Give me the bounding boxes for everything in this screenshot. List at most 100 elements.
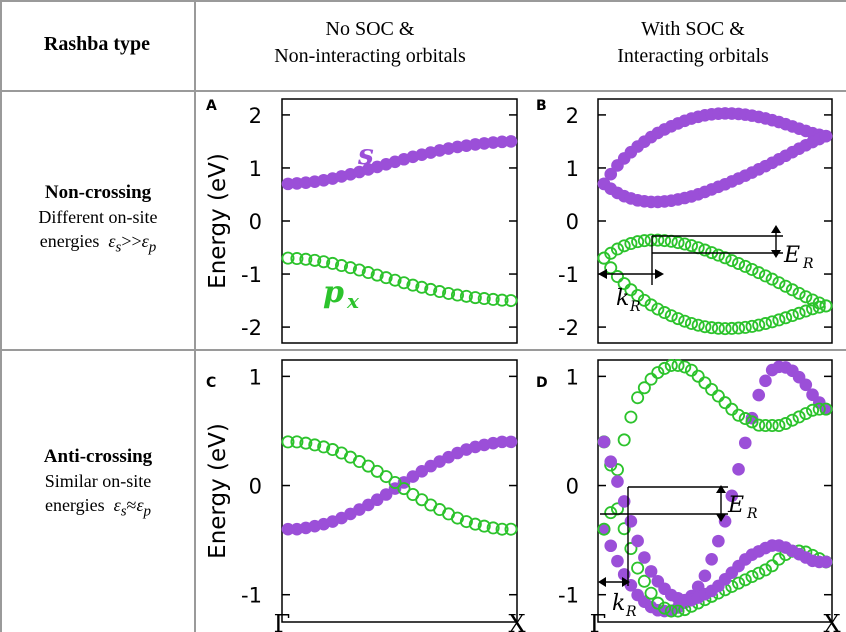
data-point-p bbox=[819, 299, 833, 313]
data-point-s bbox=[738, 436, 752, 450]
data-point-p bbox=[691, 369, 705, 383]
y-tick-label: -1 bbox=[241, 263, 262, 287]
data-point-p bbox=[281, 435, 295, 449]
data-point-p bbox=[450, 288, 464, 302]
data-point-p bbox=[610, 242, 624, 256]
eps-sub-s: s bbox=[115, 239, 122, 256]
row-desc-non-crossing: Different on-site bbox=[38, 207, 158, 227]
data-point-p bbox=[637, 234, 651, 248]
data-point-p bbox=[711, 248, 725, 262]
table-border-left bbox=[0, 0, 2, 632]
data-point-p bbox=[799, 290, 813, 304]
data-point-s bbox=[379, 488, 393, 501]
data-point-p bbox=[698, 376, 712, 390]
data-point-p bbox=[718, 322, 732, 336]
data-point-p bbox=[752, 418, 766, 432]
header-with-soc-line1: With SOC & bbox=[641, 18, 745, 40]
data-point-p bbox=[698, 320, 712, 334]
data-point-p bbox=[610, 463, 624, 477]
data-point-p bbox=[725, 402, 739, 416]
data-point-p bbox=[732, 256, 746, 270]
data-point-p bbox=[477, 292, 491, 306]
data-point-p bbox=[637, 381, 651, 395]
data-point-p bbox=[651, 302, 665, 316]
data-point-s bbox=[504, 135, 518, 148]
row-energies-non-crossing: energies εs>>εp bbox=[4, 229, 192, 260]
data-point-p bbox=[352, 263, 366, 277]
data-point-p bbox=[725, 321, 739, 335]
data-point-p bbox=[738, 412, 752, 426]
data-point-s bbox=[819, 129, 833, 143]
data-point-p bbox=[631, 391, 645, 405]
annotation-kr-subscript: R bbox=[629, 299, 641, 315]
y-tick-label: -2 bbox=[241, 316, 262, 340]
data-point-p bbox=[732, 321, 746, 335]
data-point-s bbox=[631, 534, 644, 548]
data-point-p bbox=[765, 418, 779, 432]
data-point-p bbox=[317, 440, 331, 454]
annotation-kr-label: k bbox=[612, 591, 625, 616]
er-arrow-head bbox=[716, 485, 726, 493]
annotation-er-subscript: R bbox=[802, 256, 814, 272]
data-point-p bbox=[597, 522, 611, 536]
data-point-s bbox=[732, 463, 745, 476]
data-point-p bbox=[779, 311, 793, 325]
panel-letter-B: B bbox=[536, 98, 547, 114]
x-tick-label-gamma: Γ bbox=[274, 610, 291, 632]
annotation-er-subscript: R bbox=[746, 506, 758, 522]
eps-sub-p: p bbox=[143, 503, 152, 520]
data-point-p bbox=[477, 519, 491, 533]
x-tick-label-x: X bbox=[508, 610, 525, 632]
data-point-p bbox=[684, 316, 698, 330]
data-point-p bbox=[745, 319, 759, 333]
data-point-p bbox=[343, 261, 357, 275]
y-tick-label: 1 bbox=[249, 157, 262, 181]
data-point-p bbox=[684, 239, 698, 253]
data-point-p bbox=[785, 283, 799, 297]
row-energies-label: energies bbox=[39, 231, 100, 251]
data-point-p bbox=[617, 239, 631, 253]
data-point-p bbox=[745, 415, 759, 429]
data-point-p bbox=[718, 396, 732, 410]
data-point-s bbox=[799, 378, 813, 392]
data-point-s bbox=[725, 489, 739, 503]
data-point-p bbox=[792, 306, 806, 320]
y-tick-label: -1 bbox=[558, 263, 579, 287]
data-point-p bbox=[772, 313, 786, 327]
kr-arrow-head bbox=[598, 577, 606, 587]
header-with-soc: With SOC & Interacting orbitals bbox=[540, 16, 846, 70]
data-point-p bbox=[758, 563, 772, 577]
row-energies-label: energies bbox=[44, 495, 105, 515]
data-point-p bbox=[664, 358, 678, 372]
data-point-s bbox=[504, 435, 518, 449]
data-point-p bbox=[468, 291, 482, 305]
data-point-p bbox=[691, 318, 705, 332]
data-point-p bbox=[752, 266, 766, 280]
y-tick-label: 2 bbox=[249, 104, 262, 128]
data-point-p bbox=[698, 243, 712, 257]
data-point-p bbox=[361, 266, 375, 280]
data-point-p bbox=[504, 294, 518, 308]
data-point-p bbox=[779, 279, 793, 293]
data-point-p bbox=[758, 269, 772, 283]
data-point-p bbox=[495, 293, 509, 307]
data-point-p bbox=[772, 276, 786, 290]
kr-arrow-head bbox=[598, 269, 607, 279]
data-point-p bbox=[299, 436, 313, 450]
data-point-p bbox=[758, 317, 772, 331]
data-point-p bbox=[671, 604, 685, 618]
data-point-p bbox=[772, 418, 786, 432]
data-point-p bbox=[765, 559, 779, 573]
data-point-p bbox=[637, 293, 651, 307]
annotation-kr-subscript: R bbox=[625, 604, 637, 620]
data-point-p bbox=[664, 309, 678, 323]
data-point-s bbox=[819, 555, 833, 569]
annotation-px-label: p bbox=[323, 275, 344, 310]
data-point-p bbox=[752, 318, 766, 332]
data-point-p bbox=[631, 235, 645, 249]
eps-sub-s: s bbox=[120, 503, 127, 520]
y-tick-label: -1 bbox=[241, 584, 262, 608]
data-point-p bbox=[732, 408, 746, 422]
data-point-p bbox=[290, 435, 304, 449]
data-point-p bbox=[792, 410, 806, 424]
